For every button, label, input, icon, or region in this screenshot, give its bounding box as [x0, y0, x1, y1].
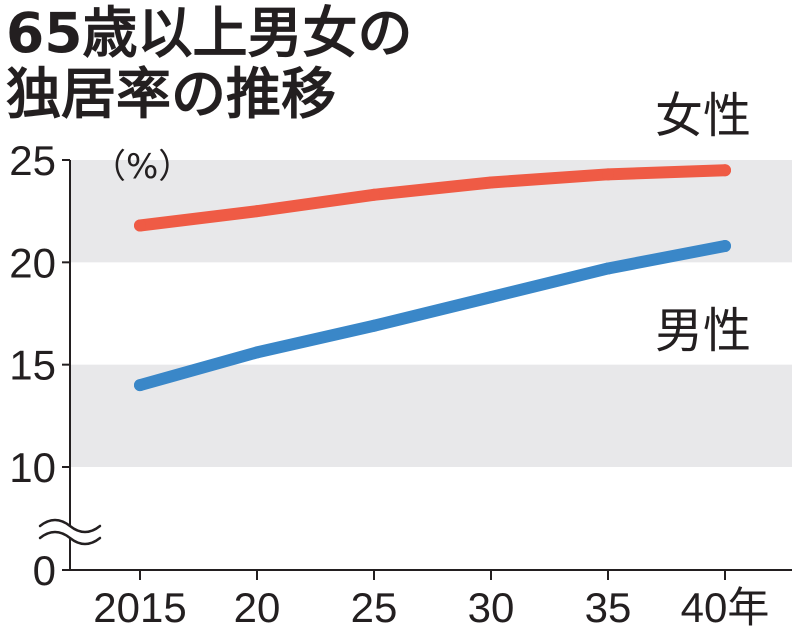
y-tick-label-3: 20 — [9, 239, 56, 286]
series-label-male: 男性 — [655, 303, 751, 359]
x-tick-label-4: 35 — [585, 584, 632, 631]
y-tick-label-2: 15 — [9, 342, 56, 389]
axis-break-mark — [38, 518, 102, 546]
axes: 0 10 15 20 25 2015 20 25 30 35 40年 — [9, 137, 792, 631]
series-line-1 — [134, 239, 731, 392]
x-tick-label-3: 30 — [468, 584, 515, 631]
series-0-point-1 — [251, 205, 263, 218]
series-1-point-3 — [485, 291, 497, 304]
y-tick-label-1: 10 — [9, 444, 56, 491]
axis-break-gap — [61, 527, 79, 537]
y-axis-unit-label: （%） — [92, 147, 192, 187]
series-0-point-5 — [719, 164, 731, 177]
series-lines — [134, 164, 731, 392]
chart-title-line-2: 独居率の推移 — [6, 62, 336, 126]
chart-title-line-1: 65歳以上男女の — [6, 1, 413, 65]
series-1-point-5 — [719, 239, 731, 252]
series-0-point-3 — [485, 176, 497, 189]
x-tick-label-1: 20 — [234, 584, 281, 631]
series-1-point-0 — [134, 379, 146, 392]
series-label-female: 女性 — [655, 88, 751, 144]
grid-band-1 — [70, 364, 792, 467]
series-0-point-0 — [134, 219, 146, 232]
y-tick-label-0: 0 — [33, 547, 56, 594]
series-1-point-2 — [368, 319, 380, 332]
series-0-point-4 — [602, 168, 614, 181]
series-line-0 — [134, 164, 731, 232]
series-1-point-1 — [251, 346, 263, 359]
y-tick-label-4: 25 — [9, 137, 56, 184]
x-tick-label-2: 25 — [351, 584, 398, 631]
axis-break-wave-upper — [38, 518, 102, 534]
x-tick-label-0: 2015 — [93, 584, 186, 631]
series-1-point-4 — [602, 262, 614, 275]
axis-break-wave-lower — [38, 530, 102, 546]
x-tick-label-5: 40年 — [681, 584, 770, 631]
series-0-point-2 — [368, 188, 380, 201]
